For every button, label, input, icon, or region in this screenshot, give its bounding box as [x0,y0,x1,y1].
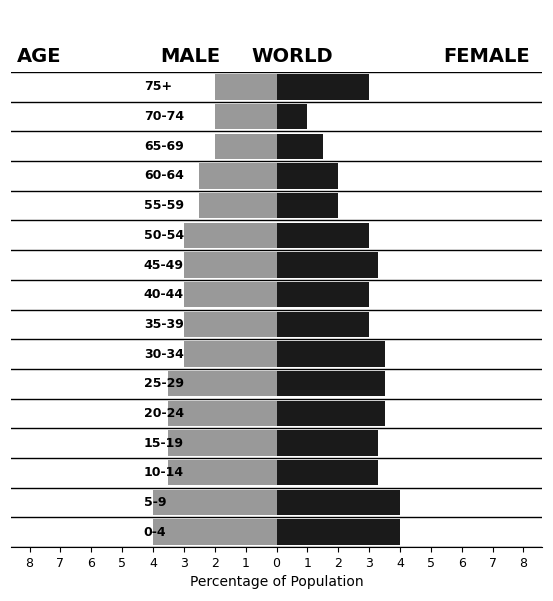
Text: WORLD: WORLD [251,47,333,66]
Text: FEMALE: FEMALE [443,47,530,66]
Text: 70-74: 70-74 [144,110,184,123]
Bar [276,401,384,426]
Text: 15-19: 15-19 [144,436,184,450]
Bar [276,519,400,545]
Bar [169,401,276,426]
Bar [215,75,276,100]
Bar [169,371,276,396]
Bar [199,193,276,218]
Bar [276,282,369,307]
Bar [276,133,323,159]
Bar [169,430,276,456]
Text: 30-34: 30-34 [144,347,184,361]
Bar [276,223,369,248]
Text: 5-9: 5-9 [144,496,166,509]
Text: 50-54: 50-54 [144,229,184,242]
Text: AGE: AGE [17,47,62,66]
Bar [184,341,276,367]
Bar [199,163,276,189]
Bar [276,252,378,278]
Bar [276,341,384,367]
Bar [215,104,276,129]
Bar [276,193,338,218]
Bar [276,430,378,456]
Bar [276,312,369,337]
Bar [276,371,384,396]
Text: 0-4: 0-4 [144,525,166,538]
Text: 55-59: 55-59 [144,199,184,212]
Bar [276,163,338,189]
Text: 60-64: 60-64 [144,169,184,183]
Bar [153,490,276,515]
Bar [184,223,276,248]
X-axis label: Percentage of Population: Percentage of Population [190,575,363,589]
Text: 10-14: 10-14 [144,466,184,479]
Bar [276,460,378,486]
Text: 20-24: 20-24 [144,407,184,420]
Text: 65-69: 65-69 [144,140,184,153]
Bar [153,519,276,545]
Text: 75+: 75+ [144,81,172,94]
Bar [276,104,307,129]
Bar [276,490,400,515]
Bar [276,75,369,100]
Bar [184,282,276,307]
Bar [184,312,276,337]
Bar [184,252,276,278]
Bar [215,133,276,159]
Bar [169,460,276,486]
Text: MALE: MALE [160,47,220,66]
Text: 45-49: 45-49 [144,258,184,272]
Text: 25-29: 25-29 [144,377,184,390]
Text: 35-39: 35-39 [144,318,184,331]
Text: 40-44: 40-44 [144,288,184,301]
